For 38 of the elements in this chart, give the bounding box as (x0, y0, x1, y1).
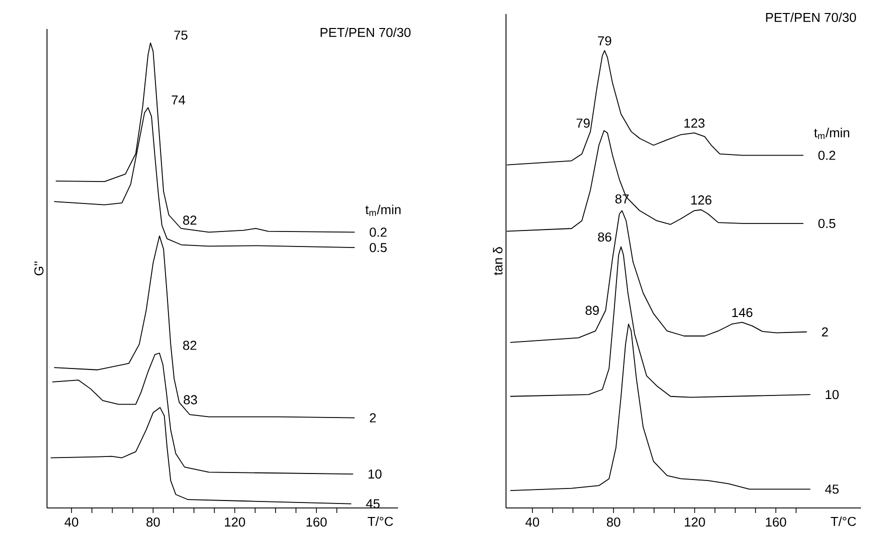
y-axis-title: G'' (34, 262, 44, 276)
series-label: 45 (825, 484, 839, 494)
series-label: 0.2 (370, 228, 387, 237)
x-axis-title: T/°C (368, 516, 394, 526)
annotation: 79 (598, 36, 612, 46)
annotation: 126 (691, 195, 712, 205)
x-axis-title: T/°C (830, 516, 856, 526)
series-label: 0.5 (818, 218, 836, 228)
legend-title: t$_{m}$/min (365, 204, 401, 216)
annotation: 79 (576, 118, 590, 128)
annotation: 146 (732, 308, 752, 318)
annotation: 75 (174, 30, 188, 40)
annotation: 82 (183, 340, 196, 350)
x-tick-label: 80 (606, 517, 620, 527)
series-label: 2 (822, 327, 828, 336)
series-label: 10 (368, 469, 382, 479)
x-tick-label: 120 (224, 517, 246, 527)
x-tick-label: 40 (525, 517, 540, 527)
annotation: 89 (586, 306, 599, 315)
annotation: 86 (598, 232, 612, 242)
annotation: 74 (172, 95, 186, 104)
annotation: 123 (684, 118, 704, 128)
series-label: 0.2 (818, 150, 836, 160)
chart-title: PET/PEN 70/30 (766, 12, 856, 22)
annotation: 87 (615, 194, 629, 204)
legend-title: t$_{m}$/min (814, 128, 850, 139)
x-tick-label: 80 (146, 517, 160, 527)
annotation: 83 (184, 395, 198, 404)
x-tick-label: 160 (766, 517, 786, 527)
chart-title: PET/PEN 70/30 (320, 28, 411, 38)
y-axis-title: tan δ (492, 247, 502, 276)
series-label: 10 (826, 390, 839, 400)
x-tick-label: 40 (64, 517, 78, 527)
series-label: 2 (370, 413, 376, 422)
x-tick-label: 160 (306, 517, 327, 527)
annotation: 82 (183, 216, 196, 225)
x-tick-label: 120 (684, 517, 705, 527)
series-label: 0.5 (370, 242, 387, 252)
